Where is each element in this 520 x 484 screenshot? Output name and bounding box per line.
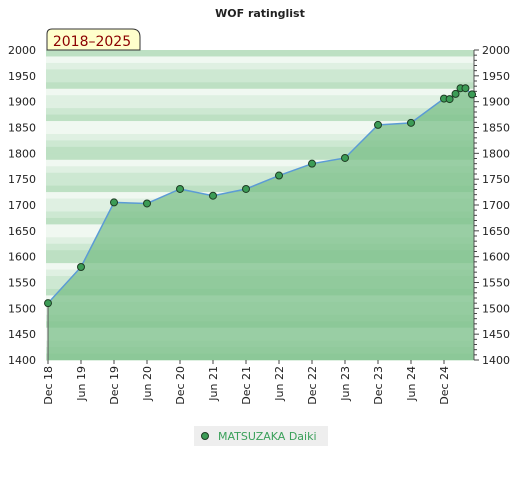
y-tick-label-right: 1450 <box>482 328 510 341</box>
background-band <box>46 82 474 90</box>
background-band <box>46 166 474 174</box>
background-band <box>46 146 474 154</box>
data-markers <box>44 84 477 308</box>
background-band <box>46 121 474 128</box>
background-band <box>46 95 474 103</box>
y-tick-label-right: 1500 <box>482 302 510 315</box>
y-tick-label-left: 1600 <box>8 251 36 264</box>
x-tick-label: Jun 22 <box>273 366 286 402</box>
y-tick-label-right: 1900 <box>482 96 510 109</box>
y-tick-label-left: 1700 <box>8 199 36 212</box>
background-band <box>46 88 474 96</box>
area-band <box>46 334 474 360</box>
data-point <box>110 198 118 207</box>
y-tick-label-right: 2000 <box>482 44 510 57</box>
y-tick-label-left: 1500 <box>8 302 36 315</box>
background-band <box>46 153 474 161</box>
y-tick-label-right: 1650 <box>482 225 510 238</box>
axes <box>47 49 479 364</box>
data-point <box>176 184 184 193</box>
x-tick-label: Dec 22 <box>306 366 319 405</box>
background-band <box>46 140 474 148</box>
x-tick-label: Dec 21 <box>240 366 253 405</box>
area-band <box>46 283 474 309</box>
legend-marker <box>201 432 209 440</box>
data-point <box>242 184 250 193</box>
background-band <box>46 127 474 135</box>
x-tick-label: Jun 21 <box>207 366 220 402</box>
background-band <box>46 101 474 109</box>
y-tick-label-left: 1650 <box>8 225 36 238</box>
data-point <box>275 171 283 180</box>
area-band <box>46 128 474 154</box>
y-tick-label-right: 1950 <box>482 70 510 83</box>
background-band <box>46 75 474 83</box>
chart-title: WOF ratinglist <box>215 7 305 20</box>
x-axis: Dec 18 Jun 19 Dec 19 Jun 20 Dec 20 Jun 21 Dec … <box>42 366 451 405</box>
x-tick-label: Jun 23 <box>339 366 352 402</box>
y-tick-label-right: 1400 <box>482 354 510 367</box>
y-tick-label-right: 1550 <box>482 277 510 290</box>
y-tick-label-right: 1700 <box>482 199 510 212</box>
y-tick-label-left: 1800 <box>8 147 36 160</box>
y-tick-label-right: 1850 <box>482 122 510 135</box>
data-point <box>44 299 52 308</box>
area-fill <box>46 76 474 360</box>
x-tick-label: Dec 19 <box>108 366 121 405</box>
y-tick-label-right: 1600 <box>482 251 510 264</box>
y-tick-label-left: 1400 <box>8 354 36 367</box>
data-point <box>468 90 477 99</box>
background-band <box>46 56 474 64</box>
x-tick-label: Dec 20 <box>174 366 187 405</box>
period-badge-text: 2018–2025 <box>53 34 131 50</box>
x-tick-label: Dec 18 <box>42 366 55 405</box>
data-point <box>341 153 349 162</box>
data-point <box>143 199 151 208</box>
area-path <box>48 88 474 360</box>
period-badge: 2018–2025 <box>46 28 141 51</box>
background-band <box>46 50 474 57</box>
legend: MATSUZAKA Daiki <box>194 426 328 446</box>
area-band <box>46 231 474 257</box>
background-band <box>46 114 474 122</box>
data-point <box>308 159 316 168</box>
y-tick-label-left: 1450 <box>8 328 36 341</box>
x-tick-label: Dec 23 <box>372 366 385 405</box>
y-axis-left: 1400 1450 1500 1550 1600 1650 1700 1750 1800 1850… <box>8 44 36 367</box>
y-tick-label-right: 1750 <box>482 173 510 186</box>
background-band <box>46 62 474 70</box>
y-tick-label-left: 1850 <box>8 122 36 135</box>
background-band <box>46 69 474 77</box>
background-band <box>46 133 474 141</box>
background-band <box>46 172 474 180</box>
data-point <box>445 95 454 104</box>
y-tick-label-left: 2000 <box>8 44 36 57</box>
data-point <box>407 118 415 127</box>
y-tick-label-left: 1750 <box>8 173 36 186</box>
data-point <box>461 84 470 93</box>
background-band <box>46 108 474 116</box>
y-tick-label-right: 1800 <box>482 147 510 160</box>
area-band <box>46 76 474 102</box>
data-point <box>451 89 460 98</box>
data-point <box>374 120 382 129</box>
legend-box <box>194 426 328 446</box>
x-tick-label: Jun 19 <box>75 366 88 402</box>
x-tick-label: Jun 24 <box>405 366 418 402</box>
y-tick-label-left: 1950 <box>8 70 36 83</box>
background-band <box>46 159 474 167</box>
y-tick-label-left: 1900 <box>8 96 36 109</box>
legend-entry: MATSUZAKA Daiki <box>218 430 317 443</box>
x-tick-label: Dec 24 <box>438 366 451 405</box>
data-point <box>77 263 85 271</box>
y-tick-label-left: 1550 <box>8 277 36 290</box>
data-point <box>209 191 217 200</box>
x-tick-label: Jun 20 <box>141 366 154 402</box>
y-axis-right: 1400 1450 1500 1550 1600 1650 1700 1750 1800 1850… <box>482 44 510 367</box>
